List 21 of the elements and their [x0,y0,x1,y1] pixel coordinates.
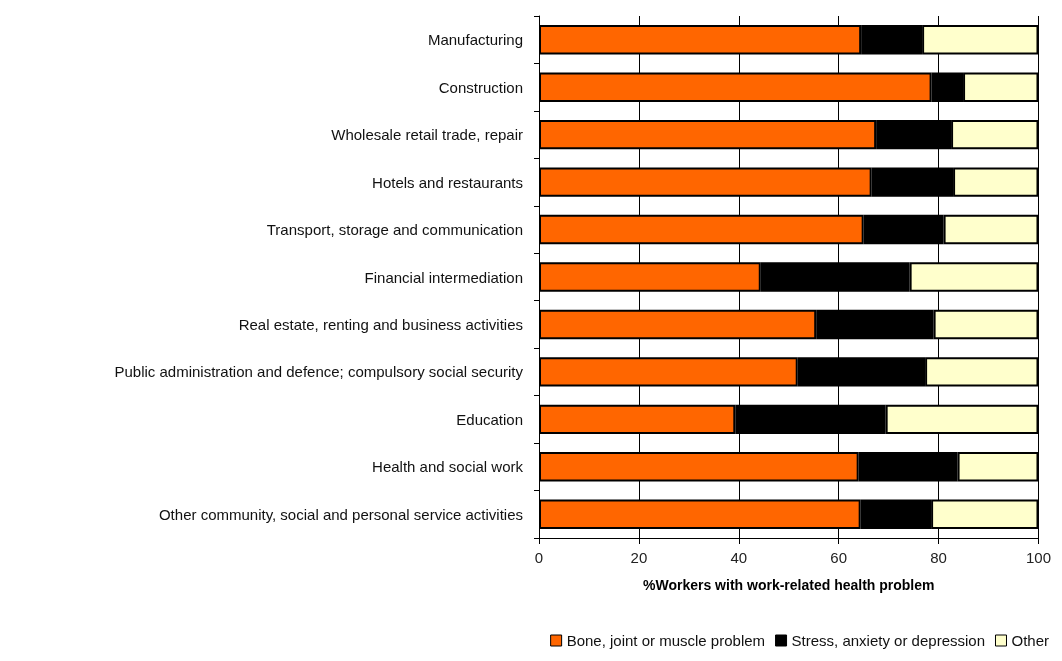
y-tick-label: Public administration and defence; compulsory social security [114,363,524,381]
y-tick-label: Education [456,410,523,428]
y-tick-label: Construction [438,78,523,96]
x-tick-label: 60 [830,549,848,566]
y-tick-label: Manufacturing [427,31,523,49]
y-tick-label: Health and social work [372,458,524,476]
y-tick-label: Hotels and restaurants [372,173,523,191]
y-tick-label: Other community, social and personal service activities [158,505,523,523]
x-tick-label: 0 [534,549,544,566]
x-tick-label: 100 [1025,549,1051,566]
legend-label: Bone, joint or muscle problem [566,632,766,649]
y-tick-label: Transport, storage and communication [266,221,523,239]
legend-label: Other [1011,632,1049,649]
x-tick-label: 40 [730,549,748,566]
y-tick-label: Real estate, renting and business activities [238,315,523,333]
x-tick-label: 80 [930,549,947,566]
y-tick-label: Financial intermediation [364,268,523,286]
legend-label: Stress, anxiety or depression [791,632,985,649]
y-tick-label: Wholesale retail trade, repair [331,126,523,144]
x-tick-label: 20 [630,549,648,566]
x-axis-title: %Workers with work-related health problem [643,577,935,593]
